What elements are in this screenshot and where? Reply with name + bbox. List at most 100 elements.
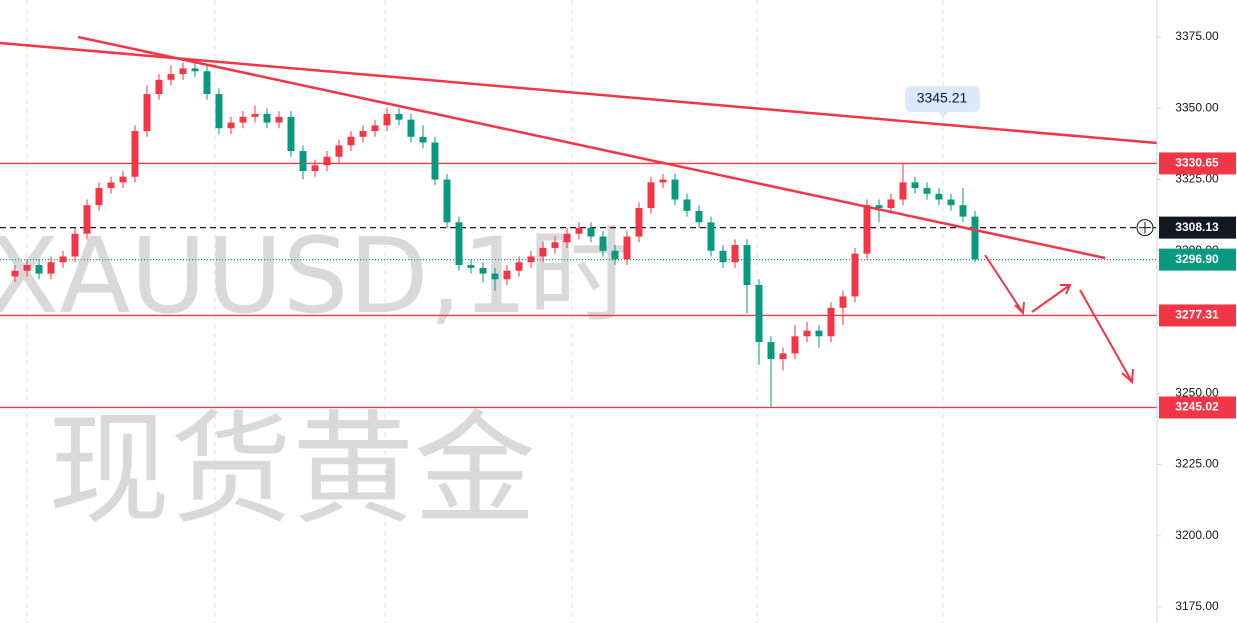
annotation-bubble (905, 86, 980, 112)
candle-body (479, 267, 487, 274)
candle-body (347, 136, 355, 146)
candle-body (47, 262, 55, 274)
y-tick-label: 3200.00 (1175, 528, 1219, 542)
candle-body (215, 94, 223, 129)
candle-body (95, 188, 103, 206)
candle-body (599, 236, 607, 251)
candle-body (503, 270, 511, 280)
candle-body (851, 253, 859, 297)
projection-arrows (984, 254, 1134, 385)
candle-body (527, 256, 535, 263)
y-tick-label: 3325.00 (1175, 172, 1219, 186)
candle-body (611, 250, 619, 260)
candle-body (11, 270, 19, 277)
candle-body (695, 210, 703, 223)
y-tick-label: 3350.00 (1175, 100, 1219, 114)
candle-body (467, 265, 475, 268)
candle-body (815, 330, 823, 337)
candle-body (803, 330, 811, 337)
candle-body (131, 131, 139, 177)
candle-body (719, 250, 727, 263)
candle-body (935, 193, 943, 200)
candle-body (191, 68, 199, 72)
candle-body (35, 265, 43, 274)
candle-body (179, 68, 187, 75)
trend-lines (0, 35, 1158, 260)
y-tick-label: 3375.00 (1175, 29, 1219, 43)
arrow-head (1060, 284, 1072, 295)
candle-body (443, 179, 451, 223)
candle-body (779, 353, 787, 360)
candle-body (407, 119, 415, 137)
price-annotation: 3345.21 (905, 86, 980, 118)
candle-body (827, 307, 835, 337)
candle-body (431, 142, 439, 180)
candle-body (155, 79, 163, 95)
candle-body (335, 145, 343, 157)
candle-body (227, 122, 235, 129)
candle-body (551, 242, 559, 248)
candle-body (395, 113, 403, 120)
candle-body (323, 156, 331, 166)
candle-body (107, 182, 115, 189)
candle-body (647, 182, 655, 209)
candle-body (947, 199, 955, 206)
level-tag (1159, 152, 1236, 175)
candle-body (635, 208, 643, 237)
arrow-head (1014, 301, 1025, 316)
candle-body (875, 205, 883, 209)
trend-line (77, 35, 1106, 260)
candle-body (275, 116, 283, 123)
candle-body (539, 247, 547, 257)
candle-body (755, 284, 763, 342)
candle-body (83, 205, 91, 234)
y-tick-label: 3175.00 (1175, 599, 1219, 613)
last-price-label: 3296.90 (1175, 252, 1219, 266)
level-tag (1159, 396, 1236, 419)
candle-body (683, 199, 691, 211)
level-label: 3277.31 (1175, 308, 1219, 322)
candle-body (863, 205, 871, 254)
candle-body (671, 179, 679, 200)
candle-body (203, 71, 211, 95)
crosshair-tag (1159, 216, 1236, 239)
candle-body (23, 265, 31, 271)
candle-body (419, 136, 427, 143)
candle-body (299, 151, 307, 171)
candle-body (575, 227, 583, 234)
annotation-text: 3345.21 (917, 90, 968, 106)
candle-body (911, 182, 919, 189)
candle-body (491, 273, 499, 280)
level-label: 3330.65 (1175, 156, 1219, 170)
arrow (1031, 284, 1071, 313)
crosshair-label: 3308.13 (1175, 220, 1219, 234)
candle-body (743, 245, 751, 285)
trend-line (0, 41, 1158, 145)
candles (11, 59, 979, 408)
candle-body (959, 205, 967, 217)
candle-body (251, 113, 259, 117)
candle-body (971, 216, 979, 260)
candle-body (359, 131, 367, 137)
y-tick-label: 3225.00 (1175, 457, 1219, 471)
candle-body (767, 341, 775, 360)
candle-body (515, 262, 523, 271)
candle-body (659, 179, 667, 183)
level-label: 3245.02 (1175, 400, 1219, 414)
candle-body (623, 236, 631, 260)
last-price-tag (1159, 248, 1236, 271)
candle-body (791, 336, 799, 354)
candle-body (383, 113, 391, 126)
candle-body (839, 296, 847, 308)
level-tag (1159, 304, 1236, 327)
candle-body (899, 182, 907, 200)
candle-body (707, 222, 715, 251)
y-tick-label: 3250.00 (1175, 385, 1219, 399)
candle-body (731, 245, 739, 263)
candle-body (287, 116, 295, 152)
candle-body (167, 74, 175, 80)
candle-body (143, 94, 151, 132)
arrow (1079, 289, 1133, 383)
candle-body (239, 116, 247, 123)
